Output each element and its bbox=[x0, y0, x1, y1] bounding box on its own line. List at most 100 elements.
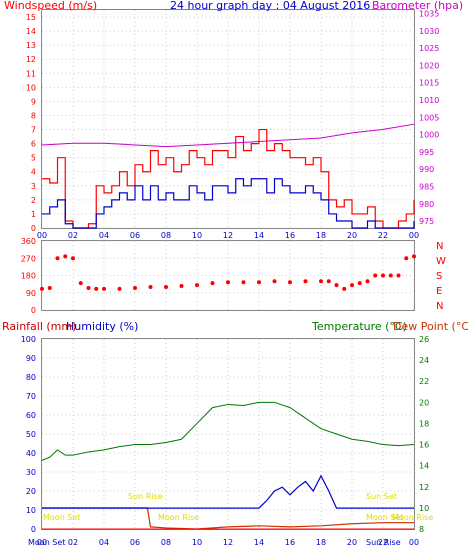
barometer-title: Barometer (hpa) bbox=[372, 0, 463, 12]
wind-y-tick-12: 12 bbox=[26, 55, 36, 64]
hum-y-tick-4: 40 bbox=[26, 449, 36, 458]
baro-y-tick-7: 1010 bbox=[419, 96, 439, 105]
hum-y-tick-8: 80 bbox=[26, 373, 36, 382]
direction-point-22 bbox=[319, 279, 323, 284]
direction-point-26 bbox=[350, 283, 354, 288]
temp-y-tick-0: 8 bbox=[419, 525, 424, 534]
direction-point-2 bbox=[55, 256, 60, 261]
wind-y-tick-2: 2 bbox=[31, 196, 36, 205]
wind-y-tick-8: 8 bbox=[31, 111, 36, 120]
temp-x-tick-6: 12 bbox=[223, 538, 233, 547]
temp-x-tick-8: 16 bbox=[285, 538, 295, 547]
temp-y-tick-5: 18 bbox=[419, 419, 429, 428]
temp-y-tick-7: 22 bbox=[419, 377, 429, 386]
wind-y-tick-1: 1 bbox=[31, 210, 36, 219]
compass-s: S bbox=[436, 271, 442, 282]
temperature-title: Temperature (°C) bbox=[311, 320, 407, 333]
baro-y-tick-2: 985 bbox=[419, 182, 434, 191]
direction-point-25 bbox=[342, 286, 347, 291]
wind-x-tick-8: 16 bbox=[285, 231, 295, 240]
direction-point-10 bbox=[133, 285, 137, 290]
wind-x-tick-11: 22 bbox=[378, 231, 388, 240]
hum-y-tick-2: 20 bbox=[26, 487, 36, 496]
direction-point-31 bbox=[388, 273, 393, 278]
direction-point-17 bbox=[241, 280, 246, 285]
moon-set-annotation-left: Moon Set bbox=[43, 513, 80, 522]
direction-point-6 bbox=[86, 285, 91, 290]
temp-x-tick-1: 02 bbox=[68, 538, 78, 547]
wind-x-tick-1: 02 bbox=[68, 231, 78, 240]
moon-set-label-bottom: Moon Set bbox=[28, 538, 65, 547]
dir-y-tick-0: 0 bbox=[31, 306, 36, 315]
wind-x-tick-4: 08 bbox=[161, 231, 171, 240]
sun-set-annotation: Sun Set bbox=[366, 492, 397, 501]
wind-y-tick-6: 6 bbox=[31, 140, 36, 149]
baro-y-tick-4: 995 bbox=[419, 148, 434, 157]
direction-point-20 bbox=[288, 280, 292, 285]
temp-x-tick-9: 18 bbox=[316, 538, 326, 547]
direction-point-19 bbox=[272, 279, 277, 284]
wind-speed-line bbox=[42, 128, 415, 229]
compass-n-top: N bbox=[436, 241, 443, 252]
wind-y-tick-11: 11 bbox=[26, 69, 36, 78]
dewpoint-title: Dew Point (°C) bbox=[393, 320, 468, 333]
hum-y-tick-1: 10 bbox=[26, 506, 36, 515]
hum-y-tick-6: 60 bbox=[26, 411, 36, 420]
temp-y-tick-4: 16 bbox=[419, 441, 429, 450]
direction-point-9 bbox=[117, 286, 122, 291]
wind-y-tick-0: 0 bbox=[31, 224, 36, 233]
wind-y-tick-3: 3 bbox=[31, 182, 36, 191]
dir-y-tick-2: 180 bbox=[21, 272, 36, 281]
windspeed-title: Windspeed (m/s) bbox=[4, 0, 97, 12]
direction-point-33 bbox=[404, 256, 409, 261]
barometer-line bbox=[41, 123, 415, 148]
direction-point-13 bbox=[179, 284, 184, 289]
baro-y-tick-8: 1015 bbox=[419, 79, 439, 88]
dir-y-tick-1: 90 bbox=[26, 289, 36, 298]
wind-x-tick-7: 14 bbox=[254, 231, 264, 240]
direction-point-15 bbox=[210, 281, 215, 286]
temp-y-tick-6: 20 bbox=[419, 398, 429, 407]
direction-point-23 bbox=[326, 279, 331, 284]
dir-y-tick-3: 270 bbox=[21, 254, 36, 263]
graph-title: 24 hour graph day : 04 August 2016 bbox=[170, 0, 370, 12]
temp-y-tick-1: 10 bbox=[419, 504, 429, 513]
direction-point-1 bbox=[47, 285, 52, 290]
wind-x-tick-5: 10 bbox=[192, 231, 202, 240]
wind-x-tick-12: 00 bbox=[409, 231, 419, 240]
wind-x-tick-3: 06 bbox=[130, 231, 140, 240]
temp-y-tick-3: 14 bbox=[419, 462, 429, 471]
hum-y-tick-10: 100 bbox=[21, 335, 36, 344]
compass-w: W bbox=[436, 256, 446, 267]
compass-n-bottom: N bbox=[436, 301, 443, 312]
baro-y-tick-5: 1000 bbox=[419, 131, 439, 140]
wind-y-tick-10: 10 bbox=[26, 83, 36, 92]
temperature-line bbox=[41, 401, 415, 461]
temp-y-tick-8: 24 bbox=[419, 356, 429, 365]
wind-y-tick-13: 13 bbox=[26, 41, 36, 50]
baro-y-tick-6: 1005 bbox=[419, 113, 439, 122]
gust-line bbox=[42, 178, 415, 229]
direction-point-18 bbox=[257, 280, 261, 285]
compass-e: E bbox=[436, 286, 442, 297]
sun-rise-annotation: Sun Rise bbox=[128, 492, 163, 501]
direction-panel-frame bbox=[41, 240, 415, 311]
direction-point-8 bbox=[102, 286, 106, 291]
direction-point-29 bbox=[373, 273, 378, 278]
sun-rise-label-bottom: Sun Rise bbox=[366, 538, 401, 547]
direction-point-3 bbox=[63, 254, 68, 259]
direction-point-4 bbox=[71, 256, 75, 261]
hum-y-tick-7: 70 bbox=[26, 392, 36, 401]
baro-y-tick-9: 1020 bbox=[419, 61, 439, 70]
temp-x-tick-10: 20 bbox=[347, 538, 357, 547]
temp-x-tick-11: 22 bbox=[378, 538, 388, 547]
baro-y-tick-12: 1035 bbox=[419, 9, 439, 18]
hum-y-tick-0: 0 bbox=[31, 525, 36, 534]
humidity-title: Humidity (%) bbox=[66, 320, 138, 333]
baro-y-tick-3: 990 bbox=[419, 165, 434, 174]
moon-rise-annotation: Moon Rise bbox=[158, 513, 199, 522]
direction-point-5 bbox=[78, 281, 83, 286]
direction-point-16 bbox=[226, 280, 230, 285]
